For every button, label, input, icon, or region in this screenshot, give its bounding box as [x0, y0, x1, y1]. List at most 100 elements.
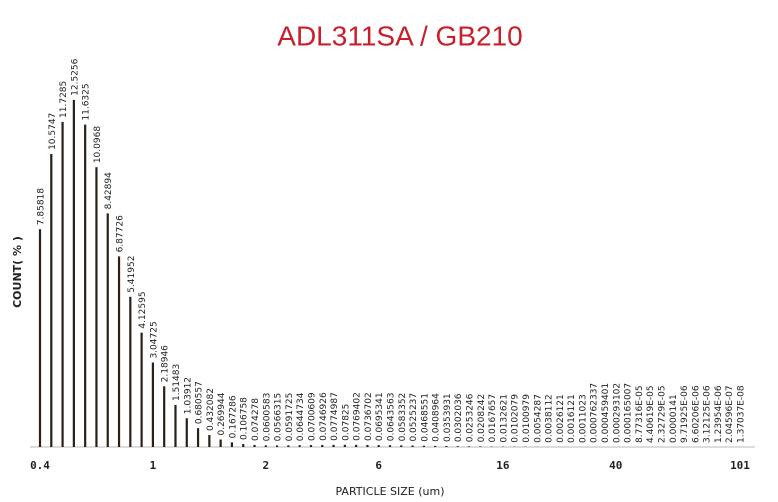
bar [366, 444, 369, 447]
bar [72, 99, 75, 448]
bar [50, 153, 53, 447]
value-label: 0.0302036 [454, 393, 464, 442]
value-label: 0.0769402 [353, 392, 363, 441]
value-label: 0.167286 [228, 395, 238, 438]
value-label: 0.0600583 [262, 393, 272, 442]
value-label: 1.37037E-08 [737, 385, 747, 443]
value-label: 0.0583352 [398, 393, 408, 442]
value-label: 2.04596E-07 [725, 385, 735, 443]
bar [84, 124, 87, 447]
bar [411, 445, 414, 447]
x-tick-label: 2 [262, 459, 269, 472]
bar [264, 445, 267, 447]
x-tick-label: 0.4 [30, 459, 50, 472]
bar [445, 446, 448, 447]
bar [185, 418, 188, 447]
bar [151, 362, 155, 447]
value-label: 1.23954E-06 [714, 385, 724, 443]
value-label: 0.0102079 [511, 394, 521, 443]
bar [309, 445, 313, 447]
value-label: 8.42894 [104, 172, 114, 209]
value-label: 2.32729E-05 [657, 385, 667, 443]
bar [275, 445, 279, 447]
value-label: 0.0132621 [499, 394, 509, 443]
value-label: 0.0468551 [420, 393, 430, 442]
bar [400, 445, 403, 447]
value-label: 0.000459401 [601, 383, 611, 443]
value-label: 0.0353931 [443, 393, 453, 442]
bar [95, 167, 98, 448]
value-label: 0.07825 [341, 404, 351, 441]
chart-title: ADL311SA / GB210 [277, 20, 522, 51]
y-axis-label: COUNT( % ) [11, 236, 24, 308]
value-label: 0.0644734 [296, 392, 306, 441]
bar [388, 445, 392, 447]
bar [332, 444, 335, 447]
value-label: 10.5747 [48, 113, 58, 150]
value-label: 0.0525237 [409, 393, 419, 442]
value-label: 0.0026121 [556, 394, 566, 443]
value-label: 3.12125E-06 [703, 385, 713, 443]
value-label: 0.106758 [240, 397, 250, 440]
value-label: 2.18946 [161, 345, 171, 382]
bar [219, 439, 222, 447]
bar [140, 332, 143, 447]
value-label: 10.0968 [93, 126, 103, 163]
value-label: 6.87726 [116, 215, 126, 252]
value-label: 6.60206E-06 [691, 385, 701, 443]
value-label: 3.04725 [149, 321, 159, 358]
value-label: 0.0695341 [375, 392, 385, 441]
x-tick-label: 16 [496, 459, 510, 472]
x-tick-label: 101 [730, 459, 750, 472]
value-label: 8.77316E-05 [635, 385, 645, 443]
value-label: 11.7285 [59, 81, 69, 118]
bar [230, 442, 234, 447]
bar [196, 428, 200, 447]
value-label: 0.000762337 [590, 383, 600, 443]
value-label: 0.0167657 [488, 394, 498, 443]
value-label: 0.0000141 [669, 394, 679, 443]
value-label: 0.0566315 [274, 393, 284, 442]
bar [208, 435, 211, 447]
bar [434, 445, 437, 447]
value-label: 0.0408964 [432, 393, 442, 442]
value-label: 0.0100979 [522, 394, 532, 443]
bar [242, 444, 245, 447]
value-label: 0.0016121 [567, 394, 577, 443]
value-label: 0.0208242 [477, 394, 487, 443]
value-label: 0.0774987 [330, 392, 340, 441]
value-label: 1.51483 [172, 364, 182, 401]
value-label: 0.074278 [251, 398, 261, 441]
value-label: 5.41952 [127, 256, 137, 293]
value-label: 4.12595 [138, 291, 148, 328]
value-label: 12.5256 [70, 58, 80, 95]
bar [355, 444, 358, 447]
bar [298, 445, 301, 447]
bar [321, 444, 324, 447]
bar [117, 256, 121, 447]
bar [129, 296, 132, 447]
value-label: 4.40619E-05 [646, 385, 656, 443]
value-label: 0.0054287 [533, 394, 543, 443]
bar [377, 445, 380, 447]
bar [467, 446, 471, 447]
bar [422, 445, 425, 447]
bar [479, 446, 482, 447]
value-label: 1.03912 [183, 377, 193, 414]
value-label: 0.432082 [206, 388, 216, 431]
x-tick-label: 1 [150, 459, 157, 472]
value-label: 0.0746926 [319, 392, 329, 441]
value-label: 0.0643563 [387, 393, 397, 442]
value-label: 0.0253246 [466, 393, 476, 442]
bar [253, 444, 256, 447]
x-tick-label: 6 [375, 459, 382, 472]
x-axis-label: PARTICLE SIZE (um) [336, 485, 445, 498]
bar [38, 229, 42, 447]
value-label: 0.680557 [195, 381, 205, 424]
bar [174, 405, 177, 447]
value-label: 0.000293102 [612, 383, 622, 443]
value-label: 0.269944 [217, 392, 227, 435]
bar [343, 444, 346, 447]
value-label: 7.85818 [37, 188, 47, 225]
